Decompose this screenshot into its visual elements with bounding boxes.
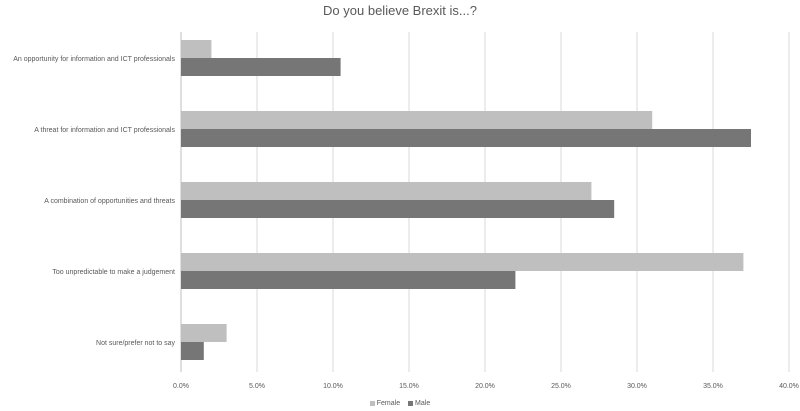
x-tick-label: 20.0%: [475, 383, 495, 390]
legend-label-female: Female: [376, 400, 401, 407]
chart-title: Do you believe Brexit is...?: [323, 3, 477, 18]
x-tick-label: 10.0%: [323, 383, 343, 390]
category-label: A combination of opportunities and threa…: [44, 198, 175, 205]
category-label: A threat for information and ICT profess…: [34, 127, 175, 134]
legend-label-male: Male: [415, 400, 431, 407]
legend-swatch-male: [408, 401, 414, 406]
legend-swatch-female: [369, 401, 375, 406]
legend: Female Male: [0, 400, 800, 408]
category-label: Not sure/prefer not to say: [96, 340, 175, 347]
x-tick-label: 40.0%: [779, 383, 799, 390]
bar-male: [181, 129, 751, 147]
bar-male: [181, 342, 204, 360]
legend-item-male: Male: [408, 400, 430, 407]
x-tick-label: 0.0%: [173, 383, 189, 390]
x-tick-label: 5.0%: [249, 383, 265, 390]
bar-male: [181, 58, 341, 76]
bar-female: [181, 111, 653, 129]
legend-item-female: Female: [369, 400, 401, 407]
category-label: An opportunity for information and ICT p…: [13, 56, 175, 63]
x-tick-label: 25.0%: [551, 383, 571, 390]
x-tick-label: 35.0%: [703, 383, 723, 390]
x-tick-label: 30.0%: [627, 383, 647, 390]
category-label: Too unpredictable to make a judgement: [52, 269, 175, 276]
bar-female: [181, 40, 212, 58]
bar-female: [181, 253, 744, 271]
x-tick-label: 15.0%: [399, 383, 419, 390]
bar-female: [181, 182, 592, 200]
bar-male: [181, 271, 516, 289]
bar-male: [181, 200, 615, 218]
bar-female: [181, 324, 227, 342]
